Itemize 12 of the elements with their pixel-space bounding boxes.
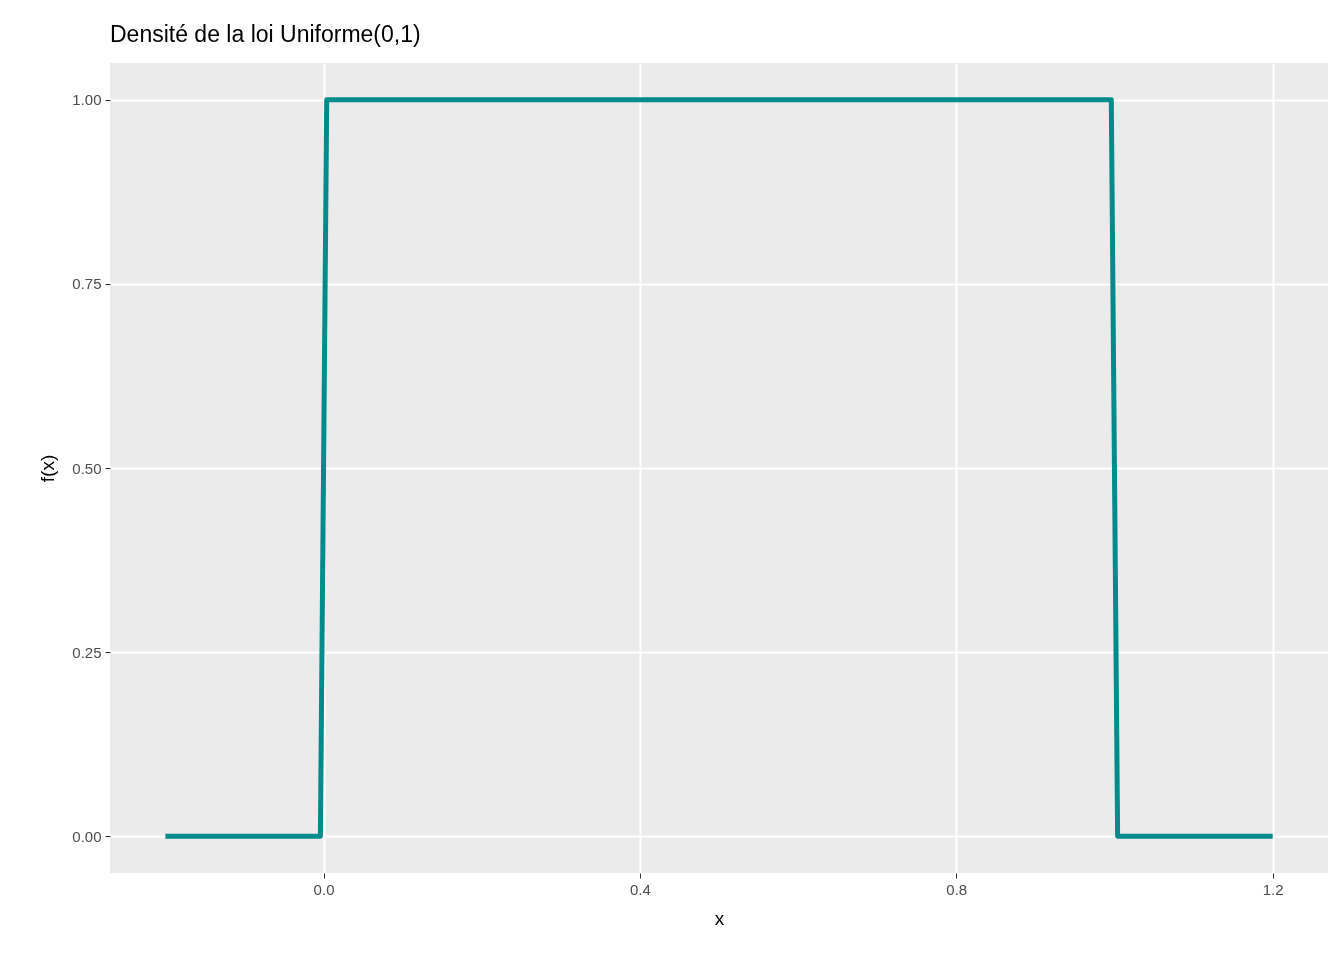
y-tick-label: 1.00 bbox=[72, 91, 102, 109]
chart-title: Densité de la loi Uniforme(0,1) bbox=[110, 21, 421, 47]
x-tick-label: 1.2 bbox=[1262, 880, 1284, 898]
x-tick-label: 0.0 bbox=[313, 880, 335, 898]
y-tick-label: 0.75 bbox=[72, 275, 102, 293]
x-tick-label: 0.8 bbox=[946, 880, 968, 898]
y-tick-label: 0.00 bbox=[72, 827, 102, 845]
y-tick-label: 0.50 bbox=[72, 459, 102, 477]
x-axis-title: x bbox=[714, 907, 725, 929]
y-axis-title: f(x) bbox=[37, 454, 59, 483]
y-tick-label: 0.25 bbox=[72, 643, 102, 661]
x-tick-label: 0.4 bbox=[629, 880, 651, 898]
